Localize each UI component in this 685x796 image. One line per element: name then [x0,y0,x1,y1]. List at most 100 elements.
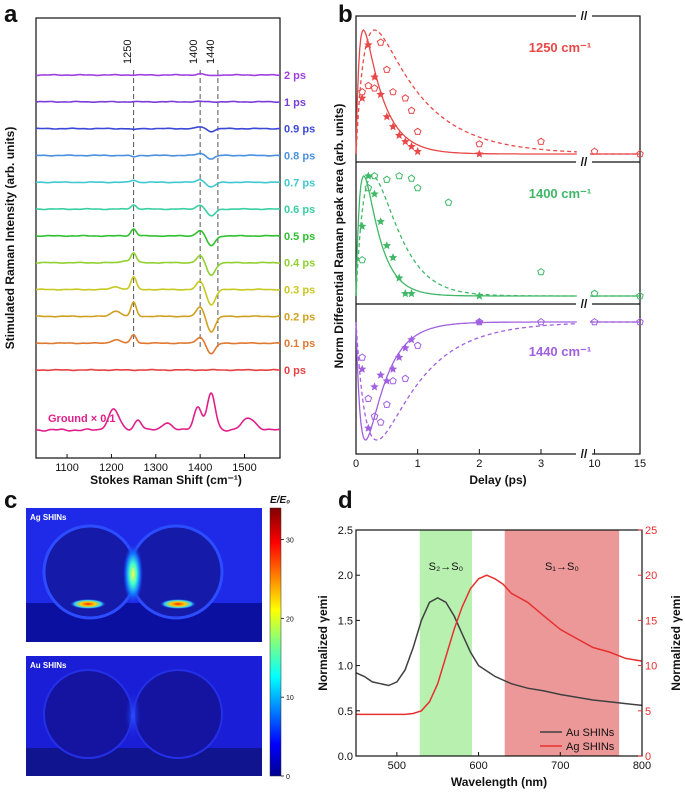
trace-0.4ps [36,251,280,276]
d-series-AuSHINs [355,596,643,707]
legend-au-label: Au SHINs [566,727,615,739]
panel-c-maps: Ag SHINs Au SHINs E/E₀ 0 10 20 30 [26,495,294,781]
b-star-point [382,241,392,250]
b-hex-point [537,137,545,145]
b-star-point [370,72,379,81]
b-hex-point [444,198,453,206]
b-hex-point [389,87,397,96]
panel-a-letter: a [4,1,18,28]
panel-a-frame [35,17,281,459]
b-hex-point [636,291,644,300]
trace-0.6ps [36,204,280,217]
a-xtick-label: 1200 [99,462,123,474]
panel-d-ylabel-right: Normalized γemi [669,595,683,690]
d-yrtick-label: 25 [645,525,657,537]
b-star-point [475,291,484,300]
panel-d-frame [355,529,643,757]
b-hex-point [364,81,373,90]
b-hex-point [590,147,599,155]
trace-label-0.8ps: 0.8 ps [284,150,315,162]
b-xtick-label: 1 [415,458,421,470]
b-hex-point [413,127,422,135]
b-hex-point [370,412,379,420]
panel-d-letter: d [338,487,353,514]
b-hex-point [383,175,391,183]
ag-substrate-hotspot-right [160,599,196,609]
marker-label-1400: 1400 [188,40,200,64]
trace-0.3ps [35,275,281,306]
b-star-point [370,382,379,391]
marker-label-1250: 1250 [122,40,134,64]
trace-0.7ps [36,178,281,188]
trace-label-0.6ps: 0.6 ps [284,204,315,216]
b-hex-point [413,183,422,192]
b-star-point [388,253,398,262]
b-hex-point [475,317,484,326]
b-star-point [394,273,404,282]
b-star-point [401,343,410,352]
panel-d-chart: S₂→S₀ S₁→S₀ 500 600 700 800 0.0 0.5 1.0 1.5 2.0 2.… [316,525,683,789]
b-star-point [388,364,398,373]
panel-b-chart: // // // // 1250 cm⁻¹ 1400 cm⁻¹ 1440 cm⁻¹ 0 1 2 3 1… [332,9,646,487]
au-substrate [26,748,262,776]
b-hex-point [364,394,373,402]
d-yltick-label: 2.0 [338,570,353,582]
b-hex-point [370,84,379,92]
b-hex-point [590,317,599,326]
d-band-1 [504,530,620,756]
panel-d-xlabel: Wavelength (nm) [451,775,547,789]
trace-label-0ps: 0 ps [284,365,306,377]
d-yrtick-label: 5 [645,706,651,718]
b-xtick-label: 10 [588,458,600,470]
b-fit-dashed-1 [355,175,640,297]
d-yltick-label: 1.5 [338,615,353,627]
b-hex-point [401,94,410,102]
panel-a-chart: 1250 1400 1440 2 ps 1 ps 0.9 ps 0.8 ps 0.7 ps 0… [3,17,315,487]
panel-a-xlabel: Stokes Raman Shift (cm⁻¹) [90,473,242,487]
b-star-point [401,289,410,298]
au-sphere-left [43,669,133,759]
b-star-point [370,189,379,198]
b-fit-dashed-2 [355,321,640,441]
marker-label-1440: 1440 [205,40,217,64]
b-star-point [394,130,404,139]
b-hex-point [407,174,416,182]
d-series-AgSHINs [356,574,643,716]
b-hex-point [413,341,422,349]
b-break-mark: // [581,155,588,169]
panel-a-ylabel: Stimulated Raman Intensity (arb. units) [3,127,17,350]
trace-0.5ps [35,228,281,247]
b-hex-point [376,418,385,426]
b-break-mark: // [581,447,588,461]
trace-label-0.3ps: 0.3 ps [284,285,315,297]
b-star-point [475,149,484,158]
b-hex-point [389,376,397,385]
b-hex-point [383,65,391,73]
a-xtick-label: 1300 [144,462,168,474]
ag-gap-hotspot [123,544,143,604]
b-hex-point [395,171,403,180]
trace-0.2ps [36,300,280,333]
b-xtick-label: 2 [476,458,482,470]
b-star-point [357,93,367,102]
b-break-gap [576,157,592,167]
trace-0.1ps [35,333,281,355]
panel-d-legend: Au SHINs Ag SHINs [540,727,615,753]
b-hex-point [407,106,416,114]
trace-label-0.2ps: 0.2 ps [284,311,315,323]
b-hex-point [370,171,379,180]
b-hex-point [364,183,373,192]
d-yltick-label: 2.5 [338,525,353,537]
b-fit-solid-2 [355,321,640,441]
legend-ag-label: Ag SHINs [566,741,615,753]
b-xtick-label: 15 [634,458,646,470]
trace-1ps [35,100,280,104]
trace-label-0.5ps: 0.5 ps [284,231,315,243]
b-break-gap [576,449,592,459]
panel-b-letter: b [338,1,353,28]
b-hex-point [383,400,391,408]
b-break-mark: // [581,297,588,311]
b-label-0: 1250 cm⁻¹ [529,40,592,55]
b-star-point [382,376,392,385]
trace-0.9ps [35,126,280,133]
